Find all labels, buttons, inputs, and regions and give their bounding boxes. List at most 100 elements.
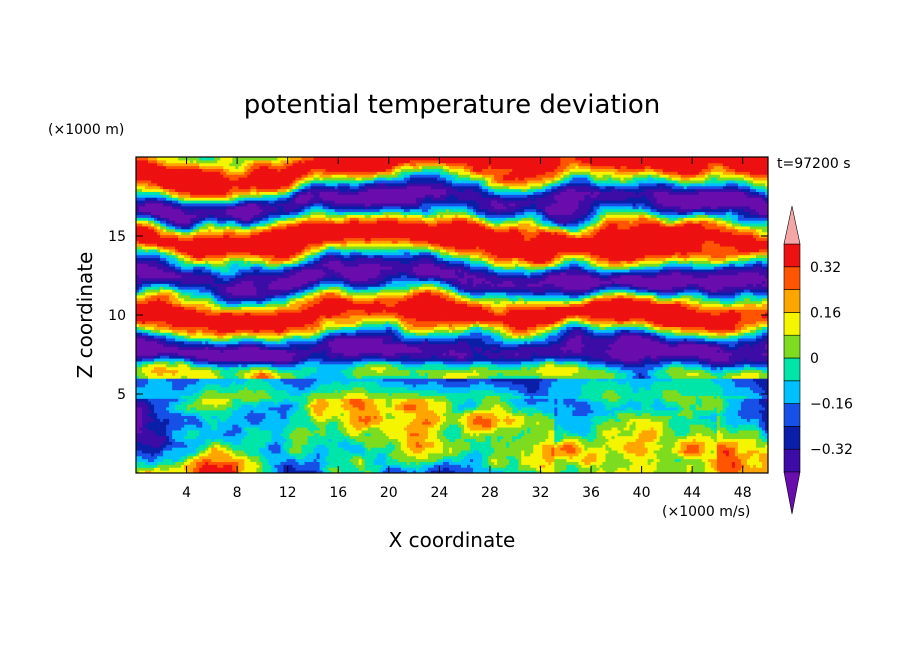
contour-cell (311, 433, 315, 436)
contour-cell (747, 418, 751, 421)
contour-cell (326, 418, 330, 421)
contour-cell (151, 453, 155, 456)
contour-cell (181, 404, 185, 407)
contour-cell (687, 430, 691, 433)
contour-cell (329, 418, 333, 421)
contour-cell (286, 430, 290, 433)
contour-cell (274, 439, 278, 442)
contour-cell (705, 447, 709, 450)
contour-cell (563, 416, 567, 419)
contour-cell (596, 404, 600, 407)
contour-cell (533, 427, 537, 430)
contour-cell (259, 433, 263, 436)
contour-cell (265, 407, 269, 410)
contour-cell (630, 467, 634, 470)
contour-cell (630, 464, 634, 467)
contour-cell (551, 462, 555, 465)
contour-cell (437, 439, 441, 442)
contour-cell (160, 439, 164, 442)
contour-cell (630, 404, 634, 407)
contour-cell (690, 433, 694, 436)
contour-cell (726, 433, 730, 436)
contour-cell (308, 447, 312, 450)
contour-cell (172, 436, 176, 439)
contour-cell (271, 453, 275, 456)
contour-cell (317, 410, 321, 413)
contour-cell (590, 459, 594, 462)
contour-cell (365, 444, 369, 447)
contour-cell (651, 407, 655, 410)
contour-cell (690, 464, 694, 467)
contour-cell (452, 404, 456, 407)
contour-cell (169, 439, 173, 442)
contour-cell (741, 418, 745, 421)
contour-cell (627, 450, 631, 453)
contour-cell (563, 410, 567, 413)
contour-cell (666, 424, 670, 427)
contour-cell (572, 433, 576, 436)
contour-cell (527, 441, 531, 444)
contour-cell (440, 439, 444, 442)
contour-cell (151, 464, 155, 467)
contour-cell (651, 462, 655, 465)
contour-cell (235, 427, 239, 430)
contour-cell (350, 424, 354, 427)
contour-cell (235, 447, 239, 450)
contour-cell (488, 421, 492, 424)
contour-cell (618, 424, 622, 427)
contour-cell (476, 421, 480, 424)
contour-cell (654, 407, 658, 410)
contour-cell (440, 421, 444, 424)
contour-cell (256, 450, 260, 453)
contour-cell (627, 436, 631, 439)
contour-cell (741, 456, 745, 459)
contour-cell (548, 467, 552, 470)
contour-cell (593, 439, 597, 442)
contour-cell (648, 456, 652, 459)
contour-cell (575, 404, 579, 407)
contour-cell (238, 453, 242, 456)
contour-cell (223, 433, 227, 436)
contour-cell (681, 418, 685, 421)
contour-cell (605, 464, 609, 467)
contour-cell (226, 427, 230, 430)
contour-cell (296, 407, 300, 410)
contour-cell (386, 453, 390, 456)
contour-cell (353, 427, 357, 430)
contour-cell (524, 404, 528, 407)
contour-cell (163, 416, 167, 419)
contour-cell (485, 450, 489, 453)
contour-cell (497, 450, 501, 453)
contour-cell (660, 462, 664, 465)
contour-cell (581, 433, 585, 436)
contour-cell (368, 467, 372, 470)
contour-cell (500, 447, 504, 450)
contour-cell (596, 462, 600, 465)
contour-cell (395, 410, 399, 413)
contour-cell (317, 447, 321, 450)
contour-cell (259, 441, 263, 444)
contour-cell (744, 462, 748, 465)
contour-cell (639, 447, 643, 450)
contour-cell (443, 404, 447, 407)
contour-cell (461, 467, 465, 470)
contour-cell (356, 424, 360, 427)
contour-cell (599, 430, 603, 433)
contour-cell (633, 410, 637, 413)
contour-cell (485, 433, 489, 436)
contour-cell (578, 410, 582, 413)
contour-cell (642, 416, 646, 419)
contour-cell (289, 418, 293, 421)
contour-cell (464, 433, 468, 436)
contour-cell (172, 464, 176, 467)
contour-cell (708, 464, 712, 467)
contour-cell (323, 430, 327, 433)
contour-cell (437, 430, 441, 433)
contour-cell (380, 404, 384, 407)
contour-cell (512, 462, 516, 465)
contour-cell (714, 439, 718, 442)
contour-cell (584, 464, 588, 467)
contour-cell (756, 439, 760, 442)
contour-cell (759, 462, 763, 465)
contour-cell (569, 450, 573, 453)
